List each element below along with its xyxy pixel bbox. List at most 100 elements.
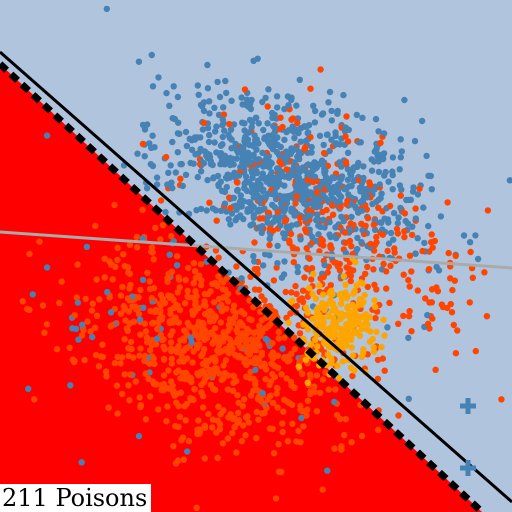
orange-point	[341, 229, 349, 236]
blue-point	[323, 131, 331, 138]
orange-point	[256, 215, 263, 222]
orange-point	[123, 325, 131, 332]
blue-point	[331, 398, 338, 406]
orange-point	[136, 352, 143, 359]
orange-point	[406, 308, 413, 315]
orange-point	[206, 199, 213, 206]
orange-point	[287, 310, 294, 317]
blue-point	[264, 219, 271, 226]
poison-point	[328, 360, 335, 367]
poison-point	[309, 315, 316, 323]
blue-point	[330, 196, 337, 203]
orange-point	[247, 358, 254, 365]
orange-point	[287, 230, 295, 238]
poison-point	[371, 303, 379, 311]
orange-point	[191, 386, 198, 393]
poison-point	[295, 363, 302, 370]
blue-point	[213, 123, 220, 130]
blue-point	[384, 216, 392, 223]
blue-point	[248, 96, 255, 104]
orange-point	[374, 356, 382, 364]
orange-point	[269, 349, 277, 356]
orange-point	[400, 312, 407, 320]
poison-point	[300, 321, 307, 328]
blue-point	[226, 134, 233, 142]
orange-point	[119, 354, 126, 361]
orange-point	[176, 276, 183, 283]
blue-point	[43, 132, 51, 139]
orange-point	[344, 138, 352, 145]
orange-point	[201, 346, 208, 353]
blue-point	[264, 213, 272, 221]
orange-point	[93, 312, 101, 319]
orange-point	[180, 358, 187, 365]
orange-point	[209, 371, 217, 378]
orange-point	[219, 440, 227, 447]
blue-point	[135, 58, 143, 65]
blue-point	[314, 211, 321, 218]
orange-point	[301, 274, 308, 281]
orange-point	[168, 233, 175, 240]
orange-point	[444, 199, 451, 206]
poison-point	[344, 304, 351, 312]
orange-point	[213, 217, 220, 224]
orange-point	[308, 265, 316, 272]
blue-point	[206, 131, 213, 139]
orange-point	[279, 123, 286, 131]
orange-point	[247, 343, 254, 350]
blue-point	[285, 194, 292, 201]
orange-point	[248, 316, 255, 324]
blue-point	[259, 98, 266, 106]
blue-point	[197, 101, 205, 109]
poison-point	[380, 316, 387, 323]
orange-point	[448, 309, 456, 316]
orange-point	[214, 454, 221, 462]
blue-point	[199, 126, 207, 133]
blue-point	[410, 184, 417, 191]
orange-point	[288, 116, 295, 123]
blue-point	[346, 226, 354, 233]
orange-point	[152, 224, 159, 232]
blue-point	[237, 212, 244, 219]
blue-point	[411, 137, 419, 145]
orange-point	[200, 119, 208, 127]
blue-point	[246, 116, 254, 124]
blue-point	[305, 161, 312, 168]
poison-point	[309, 290, 316, 298]
orange-point	[119, 390, 126, 398]
blue-point	[253, 146, 260, 153]
blue-point	[407, 196, 414, 203]
orange-point	[222, 333, 230, 341]
orange-point	[181, 300, 189, 307]
orange-point	[81, 356, 88, 364]
orange-point	[412, 205, 419, 212]
orange-point	[307, 374, 314, 381]
orange-point	[342, 133, 349, 140]
blue-point	[294, 178, 301, 185]
blue-point	[252, 366, 259, 374]
blue-point	[466, 239, 474, 246]
orange-point	[207, 381, 215, 389]
orange-point	[286, 357, 293, 364]
orange-point	[303, 228, 310, 236]
poison-point	[316, 282, 323, 289]
orange-point	[139, 206, 146, 213]
orange-point	[383, 268, 390, 275]
blue-point	[360, 186, 367, 194]
blue-point	[334, 107, 341, 115]
orange-point	[341, 431, 348, 439]
orange-point	[223, 347, 230, 354]
blue-point	[268, 169, 275, 176]
orange-point	[313, 408, 321, 415]
blue-point	[389, 168, 396, 175]
blue-point	[281, 258, 288, 265]
blue-point	[271, 204, 279, 211]
blue-point	[263, 178, 271, 186]
orange-point	[269, 354, 276, 362]
poison-point	[362, 311, 369, 318]
orange-point	[284, 438, 292, 445]
orange-point	[273, 384, 281, 392]
blue-point	[226, 172, 233, 179]
orange-point	[139, 140, 147, 148]
orange-point	[194, 430, 201, 438]
